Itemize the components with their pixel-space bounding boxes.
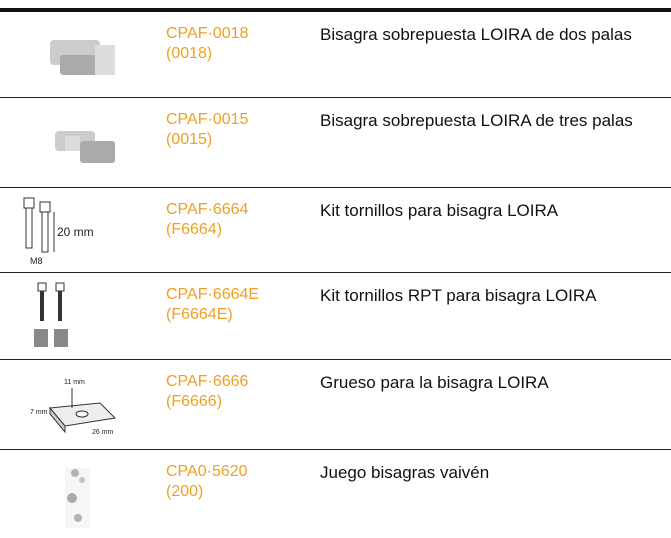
image-label: 20 mm	[57, 225, 94, 239]
product-description: Kit tornillos RPT para bisagra LOIRA	[320, 286, 597, 305]
product-code: CPAF·6664 (F6664)	[166, 200, 248, 240]
product-image: 11 mm 7 mm 26 mm	[20, 368, 140, 438]
code-text: CPAF·6664	[166, 201, 249, 218]
product-drawing: 20 mm M8	[23, 197, 94, 266]
code-text: CPAF·6666	[166, 373, 249, 390]
image-label: 11 mm	[64, 379, 85, 386]
product-row: CPAF·0018 (0018) Bisagra sobrepuesta LOIRA…	[0, 12, 671, 98]
image-label: 7 mm	[30, 409, 48, 416]
ref-text: (F6664)	[166, 221, 223, 238]
product-drawing	[50, 40, 115, 75]
product-row: 20 mm M8 CPAF·6664 (F6664) Kit tornillos par…	[0, 188, 671, 273]
product-drawing	[34, 282, 68, 347]
product-description: Bisagra sobrepuesta LOIRA de dos palas	[320, 25, 632, 44]
product-code: CPAF·6664E (F6664E)	[166, 285, 259, 325]
ref-text: (0018)	[166, 45, 213, 62]
product-image	[20, 20, 140, 90]
ref-text: (F6664E)	[166, 306, 233, 323]
product-image: 20 mm M8	[20, 196, 140, 266]
product-code: CPAF·6666 (F6666)	[166, 372, 248, 412]
product-image	[20, 458, 140, 528]
product-drawing	[65, 468, 90, 528]
code-text: CPAF·0018	[166, 25, 249, 42]
code-text: CPA0·5620	[166, 463, 248, 480]
top-rule	[0, 8, 671, 12]
product-image	[20, 106, 140, 176]
ref-text: (F6666)	[166, 393, 223, 410]
product-row: CPA0·5620 (200) Juego bisagras vaivén	[0, 450, 671, 538]
code-text: CPAF·0015	[166, 111, 249, 128]
product-image	[20, 281, 140, 351]
product-code: CPA0·5620 (200)	[166, 462, 248, 502]
product-description: Kit tornillos para bisagra LOIRA	[320, 201, 559, 220]
product-drawing: 11 mm 7 mm 26 mm	[30, 379, 117, 436]
product-row: CPAF·6664E (F6664E) Kit tornillos RPT para…	[0, 273, 671, 360]
code-text: CPAF·6664E	[166, 286, 260, 303]
product-code: CPAF·0018 (0018)	[166, 24, 248, 64]
ref-text: (0015)	[166, 131, 213, 148]
product-row: CPAF·0015 (0015) Bisagra sobrepuesta LOIRA…	[0, 98, 671, 188]
product-description: Grueso para la bisagra LOIRA	[320, 373, 549, 392]
image-label: 26 mm	[92, 429, 114, 436]
product-code: CPAF·0015 (0015)	[166, 110, 248, 150]
image-label: M8	[30, 256, 43, 266]
ref-text: (200)	[166, 483, 204, 500]
product-row: 11 mm 7 mm 26 mm CPAF·6666 (F6666) Grueso par…	[0, 360, 671, 450]
product-description: Juego bisagras vaivén	[320, 463, 490, 482]
product-description: Bisagra sobrepuesta LOIRA de tres palas	[320, 111, 633, 130]
product-drawing	[55, 131, 115, 163]
